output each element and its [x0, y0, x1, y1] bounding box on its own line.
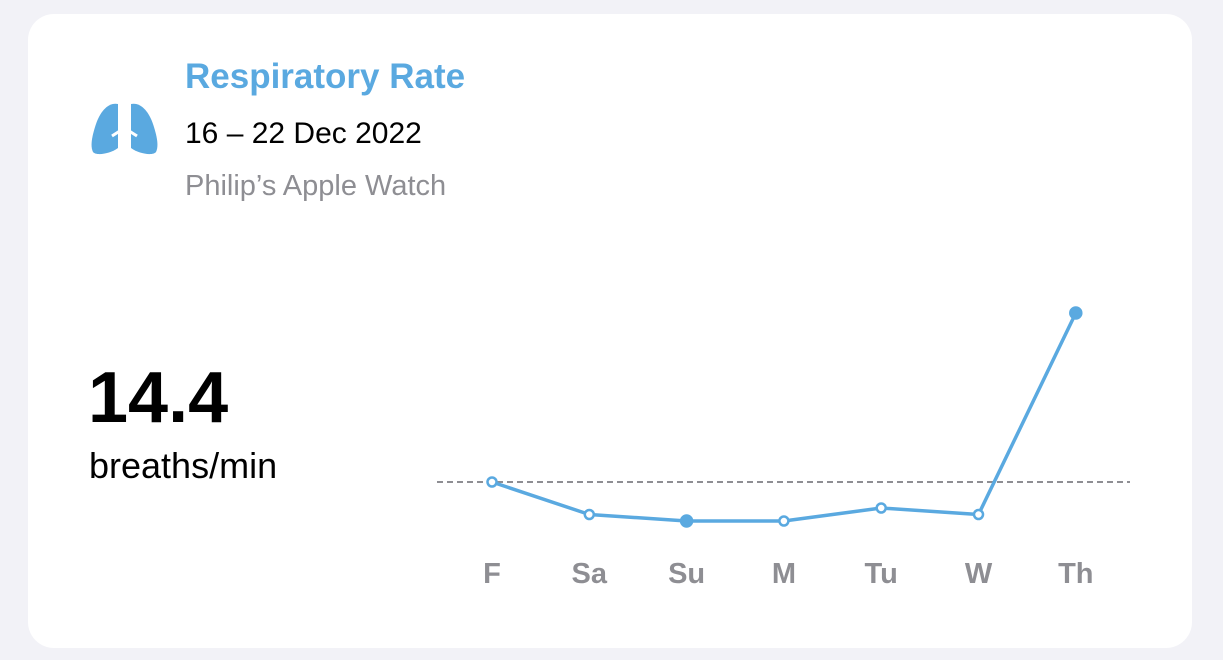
summary-value: 14.4 — [88, 358, 228, 438]
x-tick-label: Th — [1058, 558, 1093, 590]
chart: F Sa Su M Tu W Th — [437, 306, 1130, 590]
data-point — [486, 476, 498, 488]
device: Philip’s Apple Watch — [185, 170, 446, 202]
x-tick-label: Sa — [572, 558, 608, 590]
title: Respiratory Rate — [185, 57, 465, 96]
x-tick-label: W — [965, 558, 993, 590]
x-tick-label: M — [772, 558, 796, 590]
data-point — [875, 502, 887, 514]
lungs-icon — [91, 100, 158, 155]
x-tick-label: Tu — [865, 558, 898, 590]
x-tick-label: F — [483, 558, 501, 590]
card[interactable] — [28, 14, 1192, 648]
summary-unit: breaths/min — [89, 445, 277, 486]
data-point — [778, 515, 790, 527]
data-point — [972, 508, 985, 521]
data-point — [679, 514, 694, 528]
x-tick-label: Su — [668, 558, 705, 590]
data-point — [1069, 306, 1083, 320]
data-point — [583, 508, 596, 521]
date-range: 16 – 22 Dec 2022 — [185, 117, 422, 150]
